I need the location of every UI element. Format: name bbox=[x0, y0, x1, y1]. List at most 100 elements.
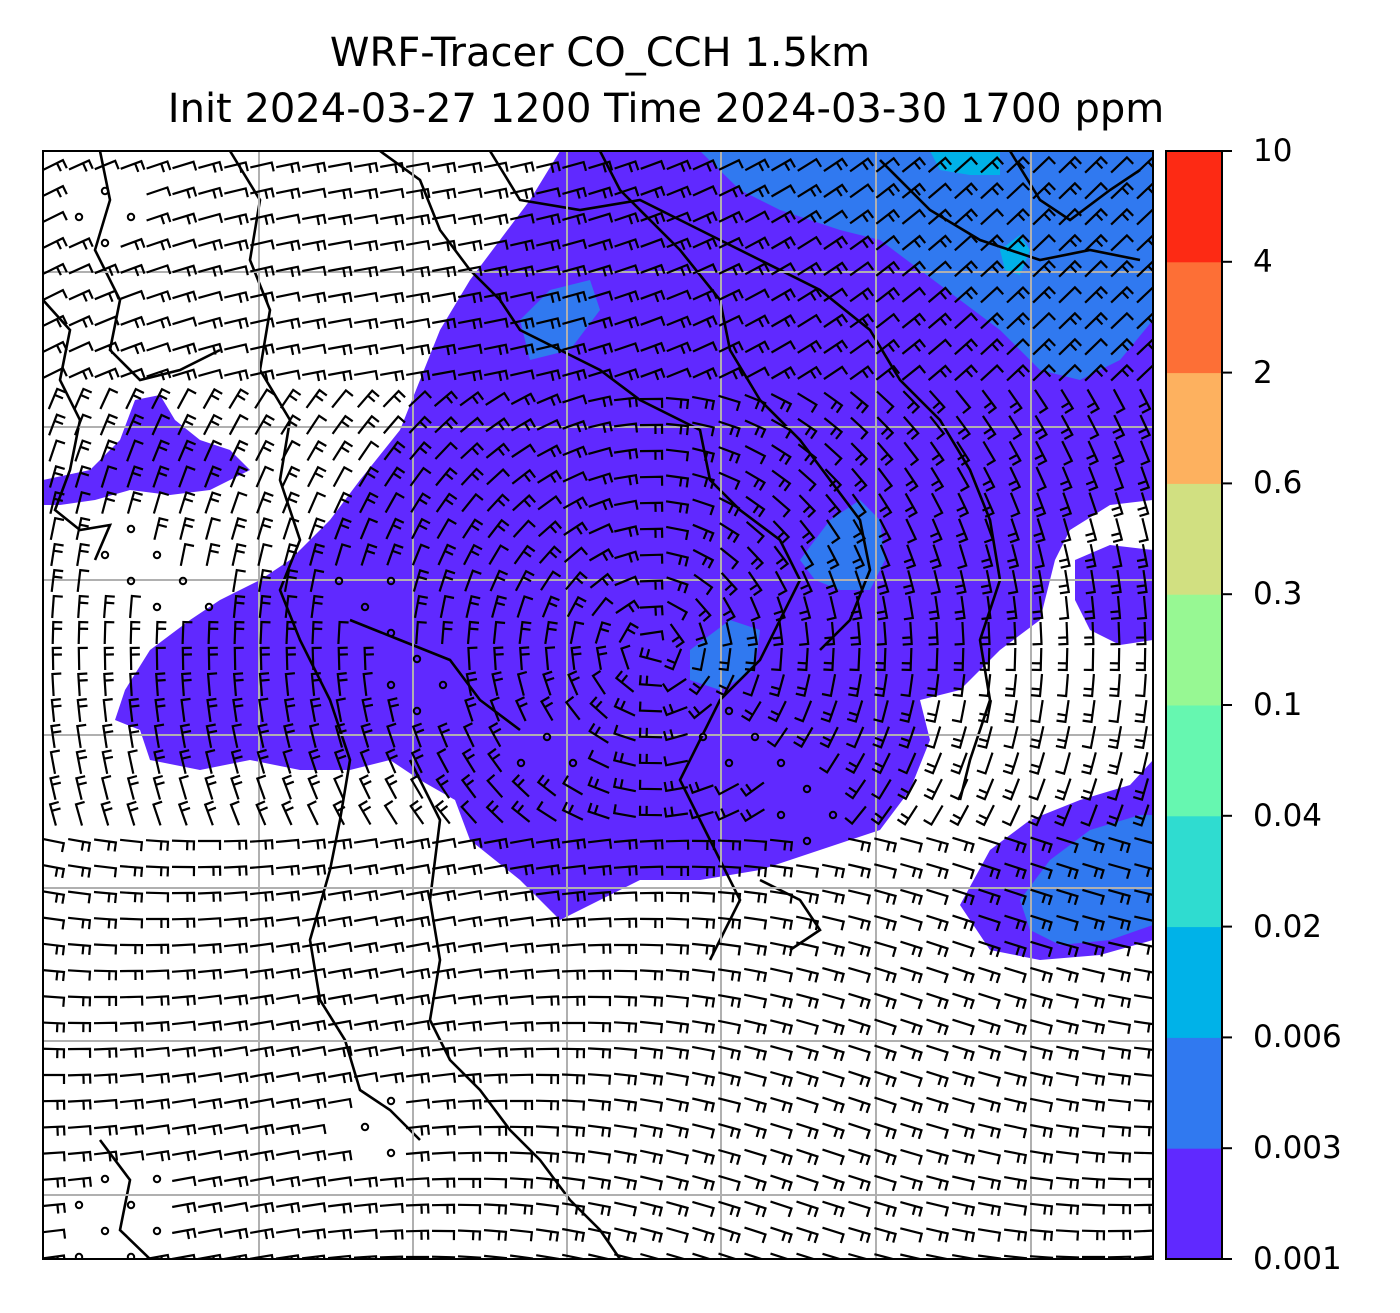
wind-barb bbox=[249, 839, 274, 850]
wind-barb bbox=[614, 550, 640, 563]
wind-barb bbox=[43, 340, 68, 354]
wind-barb bbox=[567, 670, 580, 696]
wind-barb bbox=[68, 289, 94, 302]
wind-barb bbox=[379, 1202, 404, 1214]
wind-barb bbox=[927, 312, 953, 329]
wind-barb bbox=[535, 1176, 560, 1190]
wind-barb bbox=[537, 469, 563, 484]
wind-barb bbox=[981, 544, 994, 570]
wind-barb bbox=[900, 940, 923, 958]
wind-barb bbox=[849, 235, 875, 251]
wind-barb bbox=[301, 838, 327, 850]
wind-barb bbox=[695, 622, 708, 648]
wind-barb bbox=[544, 646, 556, 671]
wind-barb bbox=[405, 1072, 431, 1084]
wind-barb bbox=[562, 290, 588, 303]
wind-barb bbox=[228, 413, 249, 436]
wind-barb bbox=[874, 1044, 897, 1062]
wind-barb bbox=[639, 397, 664, 408]
wind-barb bbox=[822, 1148, 845, 1166]
wind-barb bbox=[127, 723, 140, 748]
wind-barb bbox=[718, 1071, 742, 1087]
wind-barb bbox=[258, 594, 272, 619]
wind-barb bbox=[535, 916, 561, 928]
wind-barb bbox=[770, 393, 793, 413]
wind-barb bbox=[614, 1227, 638, 1243]
wind-barb bbox=[484, 863, 509, 875]
wind-barb bbox=[119, 838, 144, 852]
wind-barb bbox=[67, 1047, 92, 1058]
wind-barb bbox=[561, 1253, 586, 1259]
wind-barb bbox=[767, 700, 787, 723]
wind-barb bbox=[172, 212, 198, 225]
wind-barb bbox=[43, 942, 66, 956]
wind-barb bbox=[307, 491, 327, 514]
colorbar-tick-label: 0.1 bbox=[1253, 687, 1303, 723]
wind-barb bbox=[483, 161, 509, 172]
wind-barb bbox=[901, 364, 927, 381]
wind-barb bbox=[848, 1044, 871, 1062]
wind-barb bbox=[305, 414, 328, 435]
wind-barb bbox=[561, 1047, 586, 1059]
wind-barb bbox=[172, 264, 198, 277]
wind-barb bbox=[120, 315, 146, 329]
wind-barb bbox=[249, 1097, 275, 1109]
wind-barb bbox=[926, 1096, 949, 1114]
wind-barb bbox=[535, 864, 561, 876]
wind-barb bbox=[901, 234, 927, 251]
wind-barb bbox=[952, 673, 966, 698]
wind-barb bbox=[875, 156, 901, 173]
wind-barb bbox=[799, 596, 812, 622]
calm-wind-marker bbox=[100, 1226, 110, 1236]
wind-barb bbox=[483, 942, 509, 953]
wind-barb bbox=[146, 316, 172, 329]
wind-barb bbox=[1030, 1019, 1053, 1035]
wind-barb bbox=[353, 1202, 378, 1214]
wind-barb bbox=[1003, 1149, 1028, 1165]
wind-barb bbox=[588, 290, 614, 301]
wind-barb bbox=[823, 417, 844, 440]
wind-barb bbox=[380, 369, 405, 382]
wind-barb bbox=[512, 519, 536, 538]
wind-barb bbox=[146, 290, 172, 303]
wind-barb bbox=[1060, 389, 1075, 415]
wind-barb bbox=[1110, 337, 1134, 356]
wind-barb bbox=[640, 211, 666, 225]
wind-barb bbox=[535, 1021, 560, 1032]
wind-barb bbox=[980, 621, 991, 646]
wind-barb bbox=[171, 1175, 197, 1187]
wind-barb bbox=[301, 161, 327, 174]
wind-barb bbox=[177, 413, 197, 436]
wind-barb bbox=[51, 672, 62, 697]
wind-barb bbox=[1056, 1098, 1080, 1112]
wind-barb bbox=[822, 915, 846, 931]
wind-barb bbox=[1058, 207, 1082, 226]
wind-barb bbox=[146, 917, 170, 928]
wind-barb bbox=[327, 317, 353, 329]
wind-barb bbox=[145, 1046, 170, 1057]
wind-barb bbox=[250, 369, 275, 382]
wind-barb bbox=[405, 863, 431, 875]
wind-barb bbox=[900, 862, 923, 879]
wind-barb bbox=[1032, 207, 1056, 226]
wind-barb bbox=[198, 290, 224, 302]
wind-barb bbox=[877, 570, 890, 596]
wind-barb bbox=[435, 492, 458, 513]
wind-barb bbox=[43, 968, 66, 982]
wind-barb bbox=[359, 748, 371, 774]
wind-barb bbox=[797, 443, 818, 466]
wind-barb bbox=[718, 1097, 742, 1113]
wind-barb bbox=[797, 287, 823, 302]
wind-barb bbox=[409, 466, 432, 487]
wind-barb bbox=[431, 1124, 456, 1136]
wind-barb bbox=[821, 673, 837, 698]
wind-barb bbox=[666, 551, 690, 567]
wind-barb bbox=[770, 967, 794, 983]
wind-barb bbox=[926, 1227, 950, 1243]
wind-barb bbox=[250, 317, 275, 328]
wind-barb bbox=[431, 343, 457, 356]
wind-barb bbox=[1085, 466, 1099, 492]
wind-barb bbox=[692, 211, 718, 224]
wind-barb bbox=[510, 161, 535, 174]
wind-barb bbox=[874, 673, 888, 698]
